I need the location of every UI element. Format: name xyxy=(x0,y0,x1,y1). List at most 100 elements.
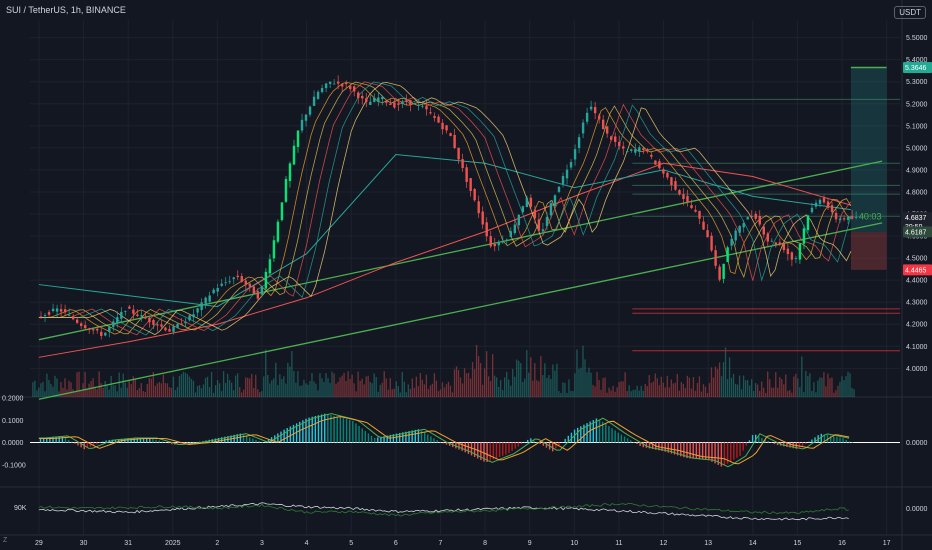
candle-body xyxy=(192,314,195,318)
volume-bar xyxy=(644,383,646,397)
histogram-bar xyxy=(723,442,726,466)
volume-bar xyxy=(84,371,86,397)
volume-bar xyxy=(138,388,140,397)
volume-bar xyxy=(461,383,464,397)
volume-bar xyxy=(714,366,717,397)
candle-body xyxy=(397,103,400,105)
volume-bar xyxy=(602,378,604,397)
volume-bar xyxy=(467,372,470,397)
candle-body xyxy=(573,149,577,160)
volume-bar xyxy=(823,372,825,397)
price-label-box xyxy=(903,212,932,232)
histogram-bar xyxy=(411,430,413,443)
histogram-bar xyxy=(414,429,416,443)
candle-body xyxy=(662,169,665,174)
candle-body xyxy=(638,147,641,152)
volume-bar xyxy=(253,387,255,397)
histogram-bar xyxy=(336,416,338,443)
volume-bar xyxy=(720,376,723,397)
candle-body xyxy=(344,82,348,85)
candle-body xyxy=(429,112,432,114)
volume-bar xyxy=(198,385,201,397)
volume-bar xyxy=(853,389,855,397)
histogram-bar xyxy=(236,434,238,443)
volume-bar xyxy=(759,391,761,397)
price-label: 5.3646 xyxy=(905,65,927,72)
candle-body xyxy=(208,295,211,302)
volume-bar xyxy=(80,390,82,397)
histogram-bar xyxy=(789,442,791,448)
candle-body xyxy=(83,325,87,329)
volume-bar xyxy=(494,375,496,397)
histogram-bar xyxy=(786,442,788,447)
candle-body xyxy=(353,86,356,92)
candle-body xyxy=(577,137,581,148)
volume-bar xyxy=(614,391,616,397)
candle-body xyxy=(758,215,761,225)
volume-bar xyxy=(174,390,177,397)
volume-bar xyxy=(642,390,644,397)
volume-bar xyxy=(281,378,283,397)
volume-bar xyxy=(421,379,424,397)
histogram-bar xyxy=(455,442,457,449)
candle-body xyxy=(296,130,300,147)
price-tick-label: 4.4000 xyxy=(906,278,928,285)
volume-bar xyxy=(437,391,440,397)
candle-body xyxy=(830,205,834,213)
volume-bar xyxy=(471,362,474,397)
volume-bar xyxy=(210,371,213,397)
histogram-bar xyxy=(839,437,841,443)
volume-bar xyxy=(373,373,375,397)
histogram-bar xyxy=(630,440,632,443)
volume-bar xyxy=(634,389,636,397)
symbol-title[interactable]: SUI / TetherUS, 1h, BINANCE xyxy=(6,5,126,15)
volume-bar xyxy=(60,382,62,397)
histogram-bar xyxy=(505,442,507,455)
histogram-bar xyxy=(576,427,579,443)
volume-bar xyxy=(526,350,528,397)
timezone-label[interactable]: Z xyxy=(3,537,8,544)
volume-bar xyxy=(532,380,534,397)
volume-bar xyxy=(622,381,624,397)
volume-bar xyxy=(299,385,301,397)
histogram-bar xyxy=(324,413,326,443)
histogram-bar xyxy=(748,440,751,443)
volume-bar xyxy=(742,375,745,397)
moving-average-line xyxy=(38,153,851,308)
histogram-bar xyxy=(180,442,182,444)
candle-body xyxy=(722,263,725,279)
volume-bar xyxy=(734,383,737,397)
candle-body xyxy=(810,207,814,213)
candle-body xyxy=(618,141,621,147)
histogram-bar xyxy=(783,442,785,447)
histogram-bar xyxy=(52,436,54,443)
currency-button[interactable]: USDT xyxy=(894,6,926,19)
volume-bar xyxy=(337,382,339,397)
histogram-bar xyxy=(661,442,663,451)
histogram-bar xyxy=(811,439,813,443)
volume-bar xyxy=(594,386,596,397)
histogram-bar xyxy=(808,441,810,443)
histogram-bar xyxy=(545,442,548,448)
time-tick-label: 15 xyxy=(793,540,801,547)
volume-bar xyxy=(718,362,721,397)
volume-bar xyxy=(746,380,749,397)
volume-bar xyxy=(736,384,739,397)
volume-bar xyxy=(666,375,668,397)
volume-bar xyxy=(335,383,337,397)
histogram-bar xyxy=(664,442,666,452)
histogram-bar xyxy=(139,438,142,443)
volume-bar xyxy=(188,376,191,397)
candle-body xyxy=(529,197,533,207)
histogram-bar xyxy=(386,435,388,443)
candle-body xyxy=(92,329,95,331)
volume-bar xyxy=(712,377,715,397)
volume-bar xyxy=(112,385,114,397)
volume-bar xyxy=(54,375,56,397)
oscillator-tick-label: 0.1000 xyxy=(2,418,24,425)
lower-pane-line xyxy=(38,503,849,517)
volume-bar xyxy=(512,368,514,397)
candle-body xyxy=(605,126,609,134)
oscillator-tick-label: 0.0000 xyxy=(2,440,24,447)
